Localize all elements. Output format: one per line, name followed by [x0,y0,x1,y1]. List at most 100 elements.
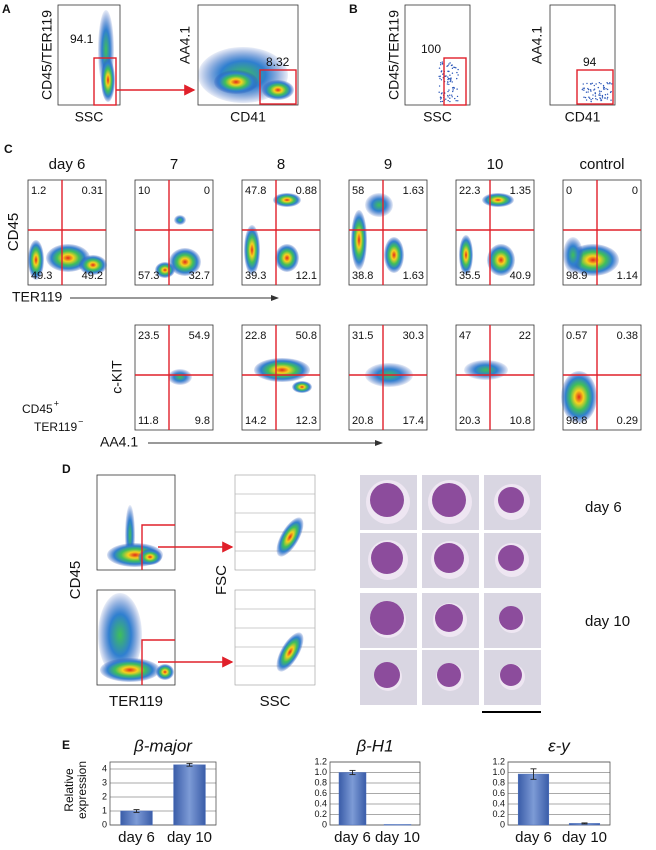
density-cloud [487,244,515,276]
column-title: 10 [487,156,504,173]
event-dot [446,65,448,68]
event-dot [583,87,586,89]
gate [443,57,467,106]
quadrant-value: 11.8 [138,415,159,427]
density-cloud [276,632,304,672]
quadrant-value: 23.5 [138,330,159,342]
error-bar [186,762,193,767]
density-cloud [28,240,44,280]
cell-nucleus [498,487,524,513]
event-dot [447,81,449,83]
event-dot [450,78,452,81]
x-axis-label: SSC [423,109,452,125]
quadrant-value: 38.8 [352,270,373,282]
event-dot [450,77,452,79]
cell-nucleus [500,664,522,686]
event-dot [455,67,457,69]
quadrant-value: 20.8 [352,415,373,427]
error-bar [133,809,140,813]
event-dot [456,88,458,90]
event-dot [452,90,454,93]
cell-nucleus [371,542,403,574]
quadrant-value: 35.5 [459,270,480,282]
event-dot [593,89,595,91]
cell-nucleus [370,601,404,635]
event-dot [588,96,590,98]
gate-value: 94 [583,55,597,69]
density-cloud [351,210,367,270]
event-dot [591,82,593,85]
x-axis-label: AA4.1 [100,434,138,450]
gate [259,69,297,105]
event-dot [602,86,605,88]
x-tick-label: day 10 [375,829,420,846]
event-dot [604,94,607,96]
event-dot [600,99,602,102]
quadrant-value: 47.8 [245,185,266,197]
quadrant-value: 12.3 [296,415,317,427]
y-tick-label: 0 [500,819,505,829]
event-dot [439,75,441,77]
column-title: 8 [277,156,285,173]
event-dot [589,97,591,99]
event-dot [585,99,588,101]
column-title: 9 [384,156,392,173]
x-axis-label: CD41 [230,109,266,125]
density-cloud [101,58,115,102]
quadrant-value: 49.3 [31,270,52,282]
event-dot [454,66,456,69]
event-dot [452,86,455,89]
y-axis-label: expression [75,761,89,819]
event-dot [587,88,590,91]
event-dot [606,88,609,91]
event-dot [599,94,601,97]
event-dot [452,89,454,91]
event-dot [587,91,589,93]
event-dot [439,62,442,64]
event-dot [595,98,597,100]
event-dot [587,87,589,90]
quadrant-value: 32.7 [189,270,210,282]
bar [120,810,153,826]
event-dot [590,99,592,101]
event-dot [446,83,449,85]
quadrant-value: 9.8 [195,415,210,427]
event-dot [445,98,447,100]
y-tick-label: 1.2 [314,756,327,766]
density-cloud [156,664,174,680]
event-dot [449,74,451,76]
density-cloud [459,235,473,275]
event-dot [448,63,450,65]
event-dot [449,62,451,64]
column-title: day 6 [49,156,86,173]
cell-nucleus [434,543,464,573]
quadrant-value: 10 [138,185,150,197]
quadrant-value: 47 [459,330,471,342]
density-cloud [464,360,508,380]
event-dot [448,89,450,91]
plot-frame [109,761,217,826]
event-dot [589,83,592,85]
quadrant-value: 20.3 [459,415,480,427]
quadrant-value: 39.3 [245,270,266,282]
population-superscript: + [54,398,59,408]
column-title: control [579,156,624,173]
event-dot [582,87,584,90]
y-tick-label: 3 [102,777,107,787]
event-dot [457,74,459,76]
x-tick-label: day 6 [118,829,155,846]
error-bar [530,768,537,780]
event-dot [438,85,441,87]
event-dot [606,96,609,99]
chart-title: ε-y [548,736,571,755]
density-cloud [275,244,299,272]
event-dot [450,64,453,67]
quadrant-value: 10.8 [510,415,531,427]
quadrant-value: 54.9 [189,330,210,342]
event-dot [447,64,449,67]
quadrant-value: 0.31 [82,185,103,197]
event-dot [592,94,594,96]
quadrant-value: 22.3 [459,185,480,197]
event-dot [455,100,457,102]
bar [383,824,412,826]
